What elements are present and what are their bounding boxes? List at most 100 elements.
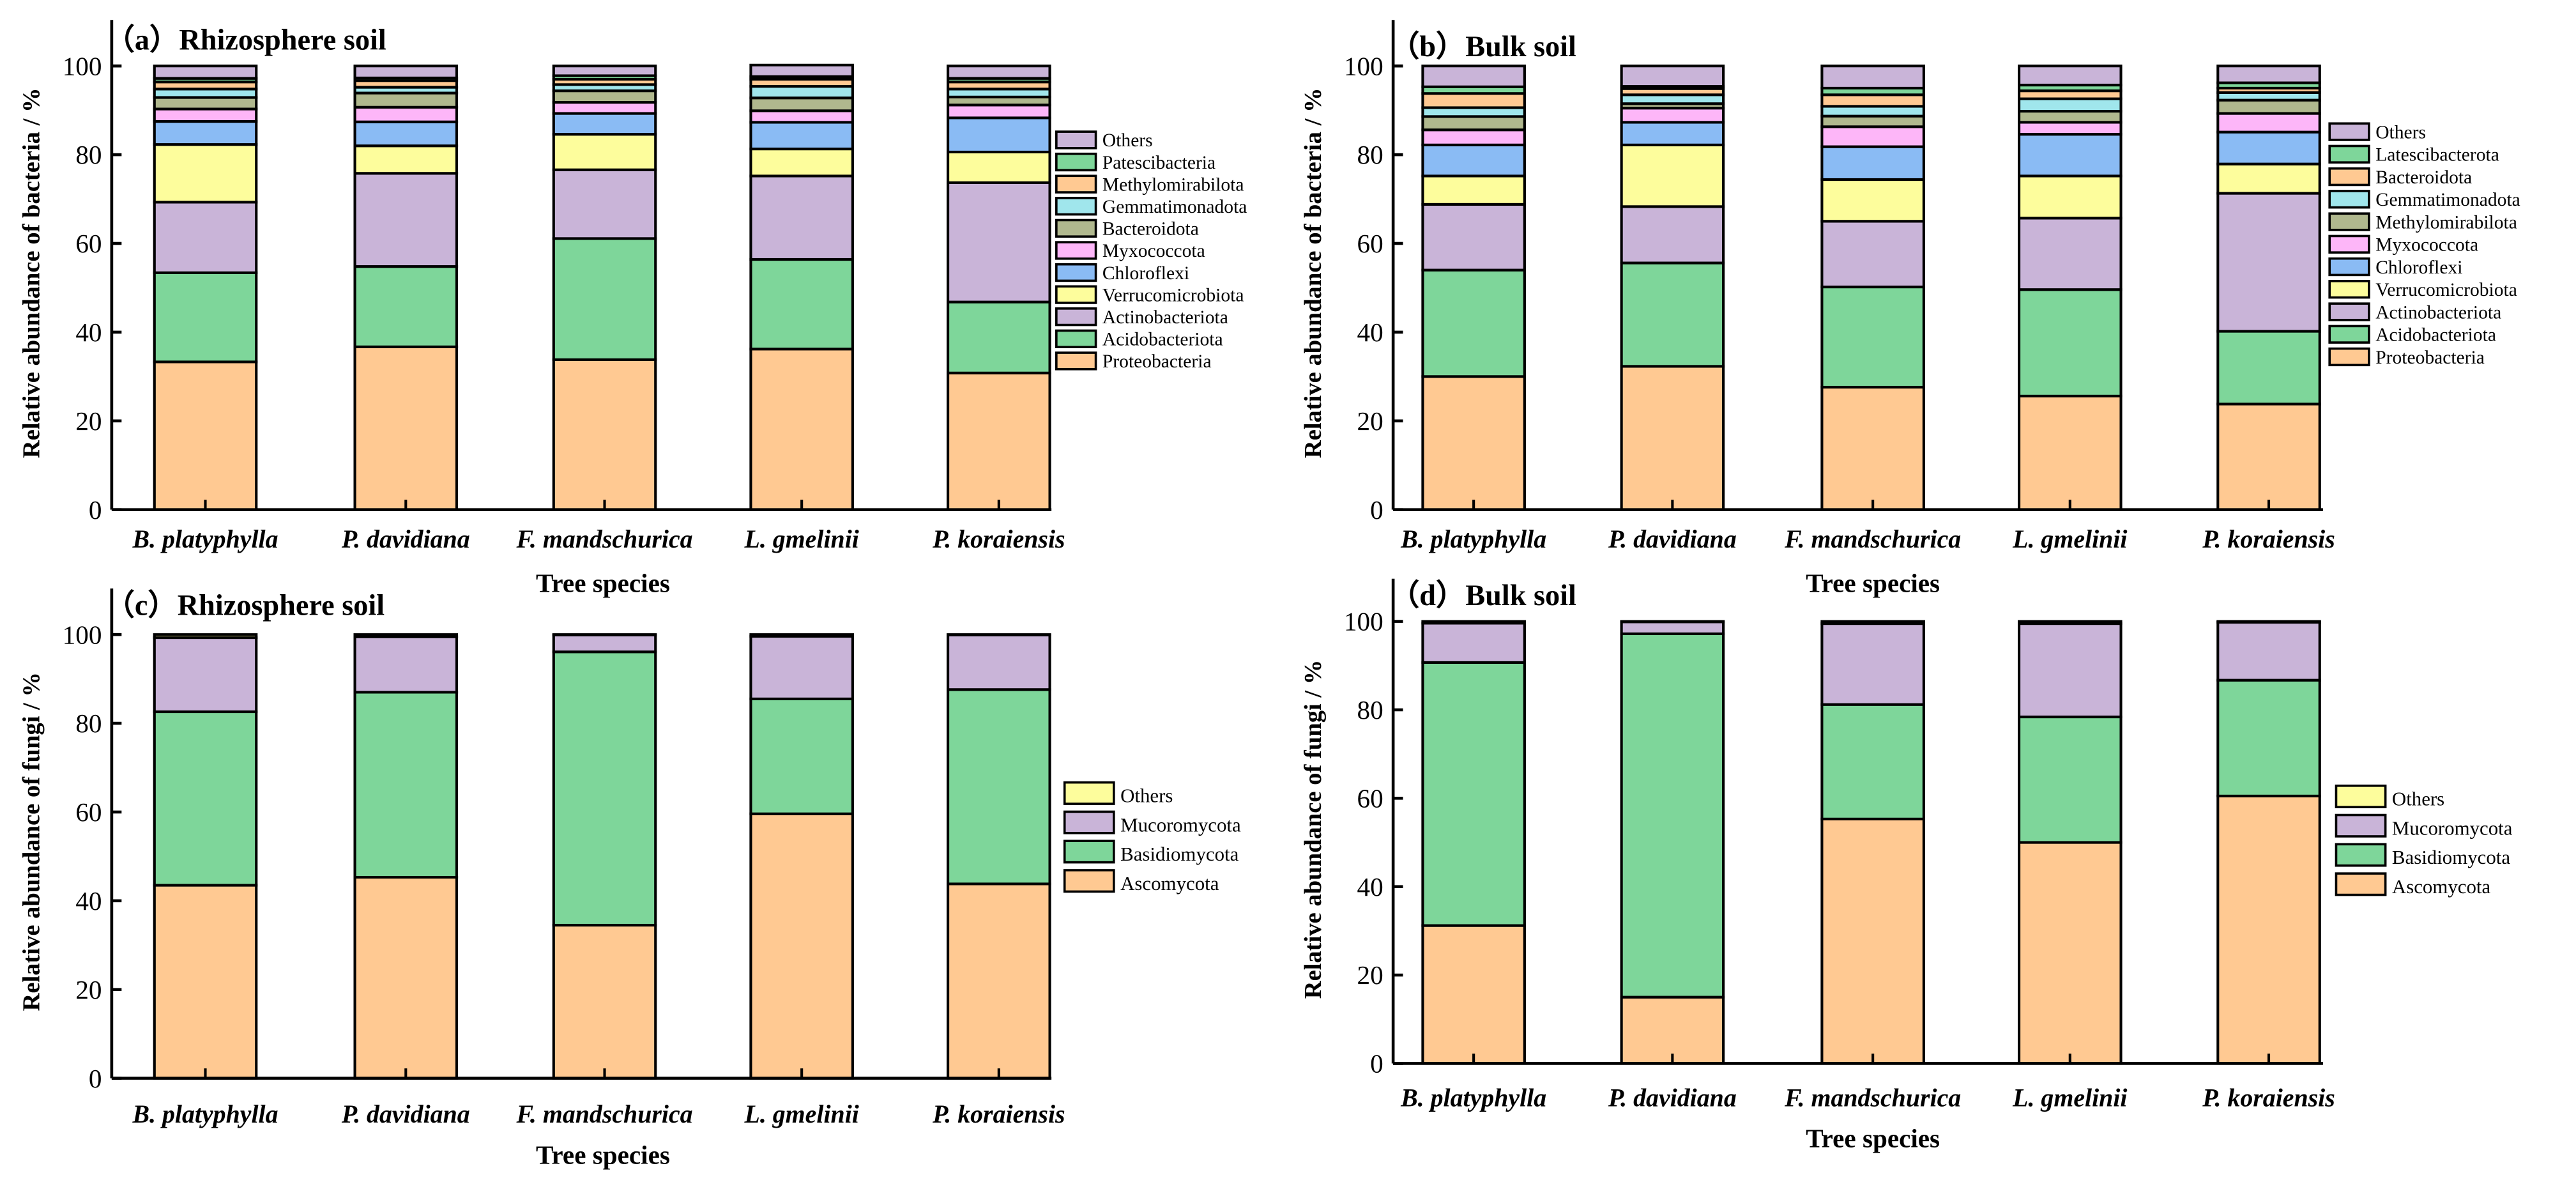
y-tick-label: 60	[75, 229, 102, 258]
bar-segment-others	[1421, 65, 1526, 88]
bar-segment-proteobacteria	[2216, 403, 2321, 511]
x-axis-label: Tree species	[1806, 568, 1940, 597]
bar-segment-myxococcota	[749, 109, 854, 124]
x-axis-label: Tree species	[1806, 1124, 1940, 1153]
legend-label: Acidobacteriota	[1102, 330, 1223, 350]
bar-segment-proteobacteria	[947, 371, 1051, 511]
legend-swatch	[2328, 144, 2370, 164]
y-tick-label: 40	[75, 886, 102, 916]
y-tick-label: 100	[1344, 51, 1383, 81]
y-tick-label: 20	[1357, 960, 1383, 990]
bar-stack	[1820, 65, 1925, 511]
bar-segment-basidiomycota	[353, 691, 459, 879]
legend-label: Verrucomicrobiota	[2375, 280, 2517, 300]
bar-segment-others	[353, 633, 459, 638]
legend-label: Gemmatimonadota	[1102, 197, 1247, 217]
bar-segment-acidobacteriota	[1421, 268, 1526, 378]
legend-swatch	[1063, 810, 1115, 834]
bar-segment-mucoromycota	[153, 636, 258, 714]
legend-label: Methylomirabilota	[2375, 212, 2517, 233]
bar-segment-bacteroidota	[353, 91, 459, 109]
bar-segment-gemmatimonadota	[1421, 106, 1526, 118]
legend-label: Mucoromycota	[2392, 817, 2513, 839]
x-tick-label: F. mandschurica	[1784, 1083, 1961, 1112]
bar-segment-proteobacteria	[552, 358, 657, 511]
x-tick-label: B. platyphylla	[132, 525, 278, 553]
bar-segment-others	[947, 65, 1051, 80]
y-tick-label: 80	[1357, 140, 1383, 169]
legend-label: Actinobacteriota	[2375, 302, 2501, 323]
x-tick-label: B. platyphylla	[1400, 1083, 1546, 1112]
bar-segment-basidiomycota	[1620, 632, 1725, 999]
x-tick-label: L. gmelinii	[743, 525, 858, 553]
bar-segment-others	[552, 633, 657, 636]
bar-stack	[1421, 620, 1526, 1065]
bar-stack	[1421, 65, 1526, 511]
x-tick-label: L. gmelinii	[743, 1100, 858, 1128]
legend-label: Others	[2375, 122, 2426, 142]
bar-segment-chloroflexi	[2216, 130, 2321, 165]
bar-segment-bacteroidota	[1421, 92, 1526, 109]
legend-swatch	[1055, 351, 1097, 371]
y-tick-label: 0	[1370, 1049, 1383, 1078]
bar-segment-others	[2216, 65, 2321, 84]
bar-segment-others	[153, 633, 258, 640]
y-tick-label: 60	[75, 797, 102, 827]
y-tick-label: 60	[1357, 783, 1383, 813]
legend: Others LatescibacterotaBacteroidotaGemmat…	[2328, 122, 2520, 368]
bar-stack	[2216, 620, 2321, 1065]
y-tick-label: 80	[1357, 695, 1383, 725]
x-tick-label: P. koraiensis	[2202, 525, 2335, 553]
bar-segment-others	[1820, 620, 1925, 626]
x-tick-label: F. mandschurica	[1784, 525, 1961, 553]
y-axis-label: Relative abundance of fungi / %	[19, 672, 45, 1011]
bar-segment-gemmatimonadota	[1820, 105, 1925, 118]
bar-stack	[2018, 620, 2123, 1065]
bar-segment-actinobacteriota	[2018, 217, 2123, 291]
x-tick-label: P. davidiana	[341, 525, 470, 553]
legend-label: Chloroflexi	[2375, 257, 2462, 278]
bar-segment-myxococcota	[153, 107, 258, 123]
bar-segment-actinobacteriota	[947, 181, 1051, 303]
bar-segment-acidobacteriota	[353, 265, 459, 348]
bar-segment-proteobacteria	[153, 360, 258, 511]
bar-segment-basidiomycota	[552, 650, 657, 927]
bar-segment-bacteroidota	[552, 89, 657, 104]
bar-segment-chloroflexi	[1620, 121, 1725, 146]
legend-swatch	[1063, 840, 1115, 864]
bar-segment-basidiomycota	[2216, 679, 2321, 797]
bar-segment-ascomycota	[947, 882, 1051, 1080]
panel-title: （d）Bulk soil	[1390, 579, 1576, 612]
legend-swatch	[1055, 197, 1097, 216]
bar-stack	[749, 633, 854, 1080]
legend-swatch	[2335, 813, 2387, 838]
bar-segment-others	[749, 633, 854, 638]
bar-segment-proteobacteria	[1421, 375, 1526, 511]
bar-segment-ascomycota	[1620, 995, 1725, 1065]
bar-segment-verrucomicrobiota	[353, 144, 459, 175]
bar-segment-mucoromycota	[1820, 622, 1925, 706]
bar-segment-chloroflexi	[353, 120, 459, 148]
legend-swatch	[1063, 869, 1115, 893]
bar-segment-others	[2018, 65, 2123, 87]
y-axis-label: Relative abundance of bacteria / %	[1300, 88, 1327, 458]
legend: OthersPatescibacteriaMethylomirabilotaGe…	[1055, 130, 1247, 372]
bar-segment-ascomycota	[153, 884, 258, 1080]
legend-swatch	[2328, 122, 2370, 141]
legend-label: Chloroflexi	[1102, 263, 1189, 284]
bar-segment-proteobacteria	[749, 348, 854, 511]
bar-segment-actinobacteriota	[353, 172, 459, 268]
x-tick-label: P. davidiana	[1608, 1083, 1737, 1112]
bar-segment-actinobacteriota	[552, 168, 657, 240]
legend-swatch	[1063, 781, 1115, 805]
bar-segment-ascomycota	[2018, 841, 2123, 1065]
legend-swatch	[1055, 219, 1097, 238]
x-tick-label: L. gmelinii	[2012, 525, 2127, 553]
legend-label: Gemmatimonadota	[2375, 190, 2520, 210]
x-tick-label: F. mandschurica	[515, 1100, 692, 1128]
bar-segment-chloroflexi	[153, 119, 258, 146]
bar-segment-others	[1820, 65, 1925, 90]
bar-segment-actinobacteriota	[1421, 203, 1526, 272]
bar-segment-ascomycota	[353, 875, 459, 1080]
bar-segment-verrucomicrobiota	[947, 150, 1051, 184]
